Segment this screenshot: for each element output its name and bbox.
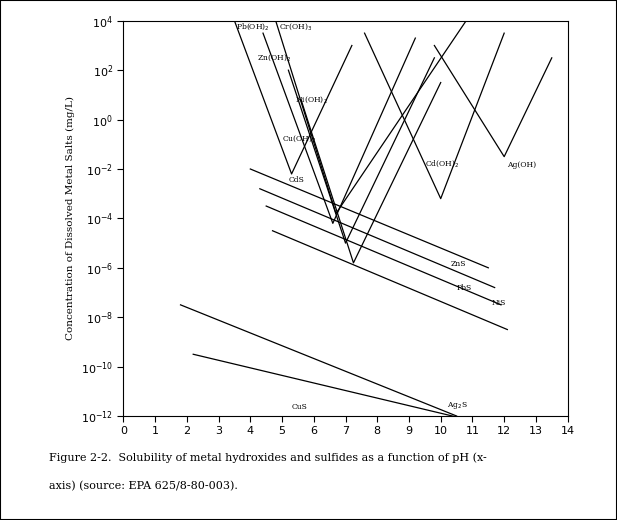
Y-axis label: Concentration of Dissolved Metal Salts (mg/L): Concentration of Dissolved Metal Salts (…	[66, 96, 75, 341]
Text: Figure 2-2.  Solubility of metal hydroxides and sulfides as a function of pH (x-: Figure 2-2. Solubility of metal hydroxid…	[49, 452, 487, 463]
Text: NiS: NiS	[492, 300, 506, 307]
Text: Ag(OH): Ag(OH)	[507, 161, 536, 169]
Text: Pb(OH)$_2$: Pb(OH)$_2$	[236, 21, 270, 32]
Text: Cr(OH)$_3$: Cr(OH)$_3$	[279, 21, 312, 32]
Text: ZnS: ZnS	[450, 260, 466, 268]
Text: CdS: CdS	[288, 176, 304, 184]
Text: PbS: PbS	[457, 284, 472, 292]
Text: Cu(OH)$_2$: Cu(OH)$_2$	[282, 133, 317, 144]
Text: CuS: CuS	[292, 403, 307, 411]
Text: Ag$_2$S: Ag$_2$S	[447, 400, 468, 411]
Text: Cd(OH)$_2$: Cd(OH)$_2$	[425, 158, 460, 169]
Text: axis) (source: EPA 625/8-80-003).: axis) (source: EPA 625/8-80-003).	[49, 481, 238, 491]
Text: Zn(OH)$_2$: Zn(OH)$_2$	[257, 52, 291, 63]
Text: Ni(OH)$_2$: Ni(OH)$_2$	[295, 94, 328, 105]
